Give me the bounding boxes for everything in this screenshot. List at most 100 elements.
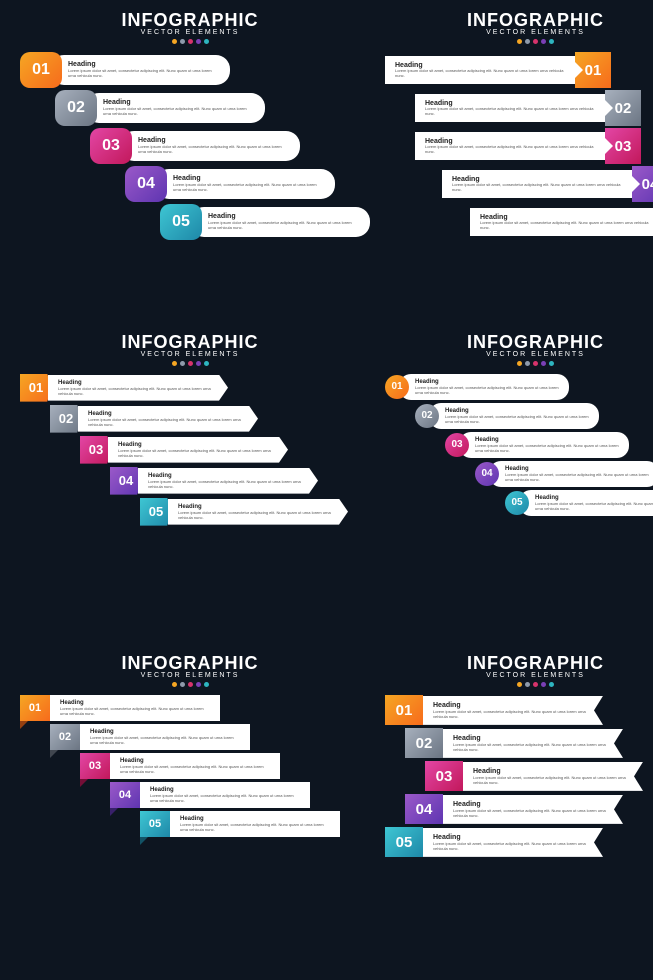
- step-row: 04HeadingLorem ipsum dolor sit amet, con…: [475, 461, 653, 487]
- step-row: 05HeadingLorem ipsum dolor sit amet, con…: [160, 204, 370, 240]
- panel-6-items: 01HeadingLorem ipsum dolor sit amet, con…: [375, 695, 653, 857]
- step-card: HeadingLorem ipsum dolor sit amet, conse…: [138, 468, 318, 494]
- color-dot: [204, 361, 209, 366]
- step-card: HeadingLorem ipsum dolor sit amet, conse…: [415, 94, 605, 123]
- step-number: 02: [55, 90, 97, 126]
- color-dot: [180, 682, 185, 687]
- step-row: 01HeadingLorem ipsum dolor sit amet, con…: [385, 695, 653, 725]
- step-card: HeadingLorem ipsum dolor sit amet, conse…: [50, 55, 230, 85]
- step-row: HeadingLorem ipsum dolor sit amet, conse…: [385, 52, 653, 88]
- step-text: Lorem ipsum dolor sit amet, consectetur …: [535, 501, 653, 511]
- color-dot: [204, 682, 209, 687]
- step-row: 01HeadingLorem ipsum dolor sit amet, con…: [20, 52, 370, 88]
- step-card: HeadingLorem ipsum dolor sit amet, conse…: [48, 375, 228, 401]
- panel-title: INFOGRAPHIC: [10, 10, 370, 31]
- step-number: 03: [425, 761, 463, 791]
- panel-header: INFOGRAPHIC VECTOR ELEMENTS: [375, 10, 653, 44]
- color-dot: [172, 682, 177, 687]
- color-dot: [533, 39, 538, 44]
- step-row: HeadingLorem ipsum dolor sit amet, conse…: [470, 204, 653, 240]
- step-heading: Heading: [173, 175, 323, 182]
- step-number: 01: [20, 374, 52, 402]
- step-card: HeadingLorem ipsum dolor sit amet, conse…: [443, 729, 623, 758]
- step-text: Lorem ipsum dolor sit amet, consectetur …: [453, 742, 613, 752]
- step-card: HeadingLorem ipsum dolor sit amet, conse…: [463, 762, 643, 791]
- step-card: HeadingLorem ipsum dolor sit amet, conse…: [470, 208, 653, 237]
- step-text: Lorem ipsum dolor sit amet, consectetur …: [425, 145, 595, 155]
- step-card: HeadingLorem ipsum dolor sit amet, conse…: [423, 696, 603, 725]
- panel-5-items: 01HeadingLorem ipsum dolor sit amet, con…: [10, 695, 370, 837]
- step-card: HeadingLorem ipsum dolor sit amet, conse…: [80, 724, 250, 750]
- color-dot: [517, 39, 522, 44]
- step-card: HeadingLorem ipsum dolor sit amet, conse…: [442, 170, 632, 199]
- dots-row: [10, 361, 370, 366]
- step-row: 02HeadingLorem ipsum dolor sit amet, con…: [50, 724, 370, 750]
- dots-row: [375, 361, 653, 366]
- step-text: Lorem ipsum dolor sit amet, consectetur …: [90, 735, 240, 745]
- step-number: 04: [475, 462, 499, 486]
- step-number: 01: [20, 695, 50, 721]
- step-number: 02: [50, 405, 82, 433]
- step-row: 01HeadingLorem ipsum dolor sit amet, con…: [385, 374, 653, 400]
- step-card: HeadingLorem ipsum dolor sit amet, conse…: [110, 753, 280, 779]
- step-heading: Heading: [473, 768, 633, 775]
- step-number: 04: [125, 166, 167, 202]
- panel-header: INFOGRAPHIC VECTOR ELEMENTS: [375, 653, 653, 687]
- step-card: HeadingLorem ipsum dolor sit amet, conse…: [489, 461, 653, 487]
- panel-title: INFOGRAPHIC: [375, 653, 653, 674]
- step-number: 03: [80, 753, 110, 779]
- step-number: 04: [110, 467, 142, 495]
- color-dot: [533, 682, 538, 687]
- panel-title: INFOGRAPHIC: [375, 332, 653, 353]
- step-number: 02: [405, 728, 443, 758]
- color-dot: [549, 361, 554, 366]
- step-number: 01: [20, 52, 62, 88]
- color-dot: [188, 361, 193, 366]
- panel-header: INFOGRAPHIC VECTOR ELEMENTS: [10, 653, 370, 687]
- step-number: 01: [385, 375, 409, 399]
- step-row: 05HeadingLorem ipsum dolor sit amet, con…: [385, 827, 653, 857]
- step-text: Lorem ipsum dolor sit amet, consectetur …: [453, 808, 613, 818]
- panel-4-items: 01HeadingLorem ipsum dolor sit amet, con…: [375, 374, 653, 516]
- step-text: Lorem ipsum dolor sit amet, consectetur …: [480, 221, 650, 231]
- step-number: 03: [90, 128, 132, 164]
- step-card: HeadingLorem ipsum dolor sit amet, conse…: [140, 782, 310, 808]
- step-card: HeadingLorem ipsum dolor sit amet, conse…: [399, 374, 569, 400]
- step-text: Lorem ipsum dolor sit amet, consectetur …: [148, 479, 308, 489]
- step-number: 05: [505, 491, 529, 515]
- panel-1-items: 01HeadingLorem ipsum dolor sit amet, con…: [10, 52, 370, 240]
- panel-6: INFOGRAPHIC VECTOR ELEMENTS 01HeadingLor…: [375, 653, 653, 970]
- step-card: HeadingLorem ipsum dolor sit amet, conse…: [108, 437, 288, 463]
- step-text: Lorem ipsum dolor sit amet, consectetur …: [178, 510, 338, 520]
- dots-row: [375, 682, 653, 687]
- step-text: Lorem ipsum dolor sit amet, consectetur …: [208, 221, 358, 231]
- step-card: HeadingLorem ipsum dolor sit amet, conse…: [423, 828, 603, 857]
- panel-subtitle: VECTOR ELEMENTS: [10, 29, 370, 36]
- dots-row: [10, 39, 370, 44]
- step-heading: Heading: [208, 213, 358, 220]
- step-row: 04HeadingLorem ipsum dolor sit amet, con…: [125, 166, 370, 202]
- ribbon-fold: [80, 779, 88, 787]
- step-text: Lorem ipsum dolor sit amet, consectetur …: [433, 709, 593, 719]
- color-dot: [196, 361, 201, 366]
- step-row: 03HeadingLorem ipsum dolor sit amet, con…: [80, 753, 370, 779]
- step-card: HeadingLorem ipsum dolor sit amet, conse…: [50, 695, 220, 721]
- step-heading: Heading: [138, 137, 288, 144]
- color-dot: [525, 39, 530, 44]
- color-dot: [180, 39, 185, 44]
- panel-3-items: 01HeadingLorem ipsum dolor sit amet, con…: [10, 374, 370, 526]
- step-text: Lorem ipsum dolor sit amet, consectetur …: [425, 107, 595, 117]
- step-heading: Heading: [453, 801, 613, 808]
- step-card: HeadingLorem ipsum dolor sit amet, conse…: [443, 795, 623, 824]
- panel-2: INFOGRAPHIC VECTOR ELEMENTS HeadingLorem…: [375, 10, 653, 327]
- step-row: 04HeadingLorem ipsum dolor sit amet, con…: [405, 794, 653, 824]
- panel-subtitle: VECTOR ELEMENTS: [10, 672, 370, 679]
- color-dot: [204, 39, 209, 44]
- color-dot: [196, 682, 201, 687]
- panel-1: INFOGRAPHIC VECTOR ELEMENTS 01HeadingLor…: [10, 10, 370, 327]
- step-heading: Heading: [68, 61, 218, 68]
- panel-subtitle: VECTOR ELEMENTS: [10, 351, 370, 358]
- step-text: Lorem ipsum dolor sit amet, consectetur …: [150, 793, 300, 803]
- step-card: HeadingLorem ipsum dolor sit amet, conse…: [168, 499, 348, 525]
- dots-row: [375, 39, 653, 44]
